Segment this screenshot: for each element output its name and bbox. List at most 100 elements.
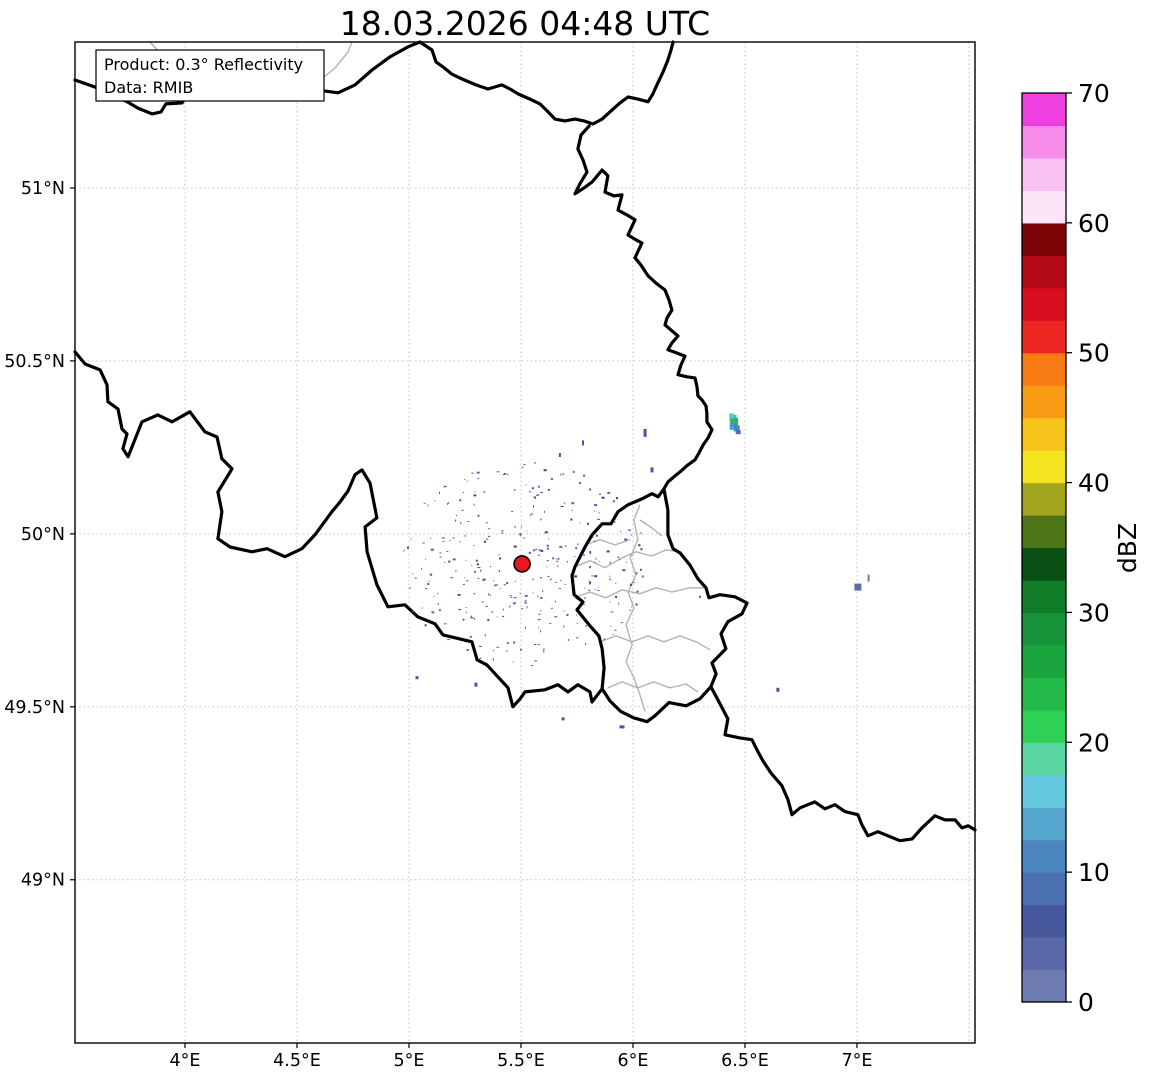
clutter-speck xyxy=(470,615,472,618)
clutter-speck xyxy=(425,558,426,560)
clutter-speck xyxy=(629,583,632,586)
clutter-speck xyxy=(430,548,434,551)
clutter-speck xyxy=(617,556,620,558)
echo-patch xyxy=(729,413,735,419)
clutter-speck xyxy=(547,488,550,491)
clutter-speck xyxy=(525,484,527,486)
colorbar-axis-label: dBZ xyxy=(1113,523,1142,573)
clutter-speck xyxy=(476,471,480,474)
echo-patch xyxy=(558,453,561,457)
echo-patch xyxy=(735,430,741,435)
border-lux-canton xyxy=(625,504,646,712)
clutter-speck xyxy=(467,521,470,522)
colorbar-frame xyxy=(1021,92,1067,1003)
clutter-speck xyxy=(496,471,500,473)
clutter-speck xyxy=(615,595,618,598)
clutter-speck xyxy=(560,579,562,581)
clutter-speck xyxy=(412,573,414,575)
border-lux-canton xyxy=(607,681,699,693)
clutter-speck xyxy=(512,602,516,605)
colorbar-segment xyxy=(1022,515,1066,549)
clutter-speck xyxy=(513,641,516,644)
echo-patch xyxy=(650,467,654,473)
clutter-speck xyxy=(464,577,466,579)
clutter-speck xyxy=(504,473,506,475)
colorbar-segment xyxy=(1022,450,1066,484)
clutter-speck xyxy=(473,494,477,497)
y-tick-label: 51°N xyxy=(21,179,65,199)
clutter-speck xyxy=(554,600,556,603)
colorbar-segment xyxy=(1022,839,1066,873)
clutter-speck xyxy=(540,630,542,633)
clutter-speck xyxy=(476,563,479,566)
x-tick-label: 4°E xyxy=(170,1051,201,1071)
clutter-speck xyxy=(479,657,482,659)
clutter-speck xyxy=(576,599,578,600)
radar-clutter-speckle xyxy=(403,462,644,667)
clutter-speck xyxy=(620,531,622,533)
clutter-speck xyxy=(618,602,620,605)
clutter-speck xyxy=(477,578,480,579)
clutter-speck xyxy=(575,547,578,550)
clutter-speck xyxy=(408,587,411,589)
clutter-speck xyxy=(610,611,614,613)
clutter-speck xyxy=(597,590,600,591)
clutter-speck xyxy=(422,542,425,544)
clutter-speck xyxy=(528,551,531,554)
colorbar-tick-label: 20 xyxy=(1078,728,1110,757)
clutter-speck xyxy=(538,627,540,629)
echo-patch xyxy=(582,440,584,446)
clutter-speck xyxy=(481,601,484,603)
clutter-speck xyxy=(534,660,538,662)
colorbar-segment xyxy=(1022,287,1066,321)
clutter-speck xyxy=(635,572,638,575)
clutter-speck xyxy=(485,522,488,524)
clutter-speck xyxy=(537,595,539,598)
clutter-speck xyxy=(542,590,544,592)
clutter-speck xyxy=(547,575,550,577)
clutter-speck xyxy=(548,538,550,540)
clutter-speck xyxy=(579,522,581,524)
clutter-speck xyxy=(537,494,539,497)
border-belgium-germany xyxy=(573,124,714,491)
clutter-speck xyxy=(465,607,467,608)
clutter-speck xyxy=(459,541,461,543)
clutter-speck xyxy=(450,577,454,579)
clutter-speck xyxy=(612,500,615,503)
plot-frame xyxy=(74,41,976,1044)
clutter-speck xyxy=(557,565,559,568)
clutter-speck xyxy=(583,474,586,477)
x-tick-label: 5°E xyxy=(393,1051,424,1071)
clutter-speck xyxy=(441,537,445,539)
clutter-speck xyxy=(514,489,516,492)
echo-patch xyxy=(730,418,739,427)
clutter-speck xyxy=(455,519,457,522)
border-lux-canton xyxy=(599,635,711,651)
clutter-speck xyxy=(590,552,591,555)
clutter-speck xyxy=(563,502,566,504)
clutter-speck xyxy=(491,611,493,613)
clutter-speck xyxy=(526,530,528,532)
clutter-speck xyxy=(521,608,524,610)
clutter-speck xyxy=(537,619,541,621)
clutter-speck xyxy=(540,518,542,521)
clutter-speck xyxy=(593,540,596,542)
colorbar-segment xyxy=(1022,417,1066,451)
x-tick-label: 6.5°E xyxy=(721,1051,769,1071)
clutter-speck xyxy=(574,575,578,578)
clutter-speck xyxy=(521,526,522,528)
clutter-speck xyxy=(584,587,586,589)
clutter-speck xyxy=(532,578,534,581)
clutter-speck xyxy=(550,578,552,581)
clutter-speck xyxy=(594,504,598,506)
clutter-speck xyxy=(594,562,596,564)
clutter-speck xyxy=(619,559,621,561)
clutter-speck xyxy=(566,560,568,563)
clutter-speck xyxy=(554,616,558,618)
colorbar-segment xyxy=(1022,644,1066,678)
clutter-speck xyxy=(503,608,505,611)
echo-patch xyxy=(867,574,870,582)
clutter-speck xyxy=(594,589,596,591)
clutter-speck xyxy=(444,561,446,563)
